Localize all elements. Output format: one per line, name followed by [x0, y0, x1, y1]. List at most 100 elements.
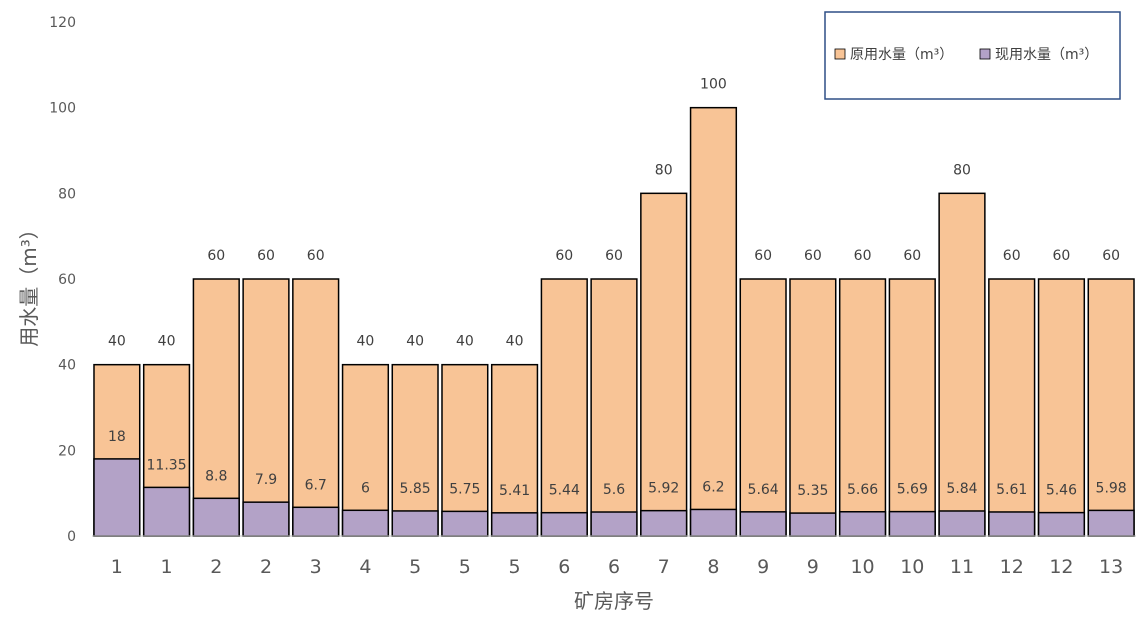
data-label-original: 60 — [555, 248, 573, 264]
bar-original — [292, 278, 340, 537]
bar-current — [988, 511, 1036, 537]
x-tick-label: 7 — [658, 556, 670, 578]
data-label-original: 80 — [953, 162, 971, 178]
bar-original — [391, 363, 439, 537]
legend-label-current: 现用水量（m³） — [995, 47, 1098, 63]
data-label-current: 5.85 — [400, 481, 431, 497]
x-tick-label: 10 — [900, 556, 924, 578]
data-label-original: 40 — [506, 334, 524, 350]
bar-original — [441, 363, 489, 537]
legend-swatch-current — [979, 48, 991, 60]
bar-original — [838, 278, 887, 537]
data-label-current: 5.61 — [996, 482, 1027, 498]
data-label-original: 60 — [854, 248, 872, 264]
data-label-current: 5.75 — [449, 481, 480, 497]
data-label-original: 80 — [655, 162, 673, 178]
legend-swatch-original — [834, 48, 846, 60]
bar-current — [391, 510, 439, 537]
data-labels: 40 18 40 11.35 60 8.8 60 7.9 60 6.7 40 6 40 5.85 40 5.7… — [108, 77, 1127, 499]
bar-original — [888, 278, 936, 537]
data-label-current: 5.6 — [603, 482, 625, 498]
bar-original — [739, 278, 787, 537]
data-label-current: 11.35 — [147, 457, 187, 473]
y-tick-label: 120 — [49, 15, 76, 31]
bar-original — [341, 363, 390, 537]
y-tick-label: 100 — [49, 101, 76, 117]
data-label-current: 6.7 — [305, 477, 327, 493]
data-label-current: 5.98 — [1096, 480, 1127, 496]
data-label-original: 60 — [1102, 248, 1120, 264]
data-label-current: 8.8 — [205, 468, 227, 484]
data-label-current: 18 — [108, 429, 126, 445]
data-label-current: 5.69 — [897, 482, 928, 498]
x-tick-labels: 1 1 2 2 3 4 5 5 5 6 6 7 8 9 9 10 10 11 12 12 13 — [111, 556, 1123, 578]
x-tick-label: 1 — [111, 556, 123, 578]
legend-label-original: 原用水量（m³） — [850, 47, 953, 63]
bar-original — [1087, 278, 1135, 537]
x-tick-label: 5 — [509, 556, 521, 578]
bar-current — [441, 510, 489, 537]
x-tick-label: 3 — [310, 556, 322, 578]
data-label-original: 60 — [207, 248, 225, 264]
bar-current — [490, 512, 539, 537]
data-label-current: 5.46 — [1046, 483, 1077, 499]
data-label-original: 60 — [1003, 248, 1021, 264]
data-label-original: 60 — [754, 248, 772, 264]
data-label-original: 40 — [357, 334, 375, 350]
data-label-current: 5.92 — [648, 481, 679, 497]
x-tick-label: 9 — [807, 556, 819, 578]
x-tick-label: 6 — [558, 556, 570, 578]
x-tick-label: 11 — [950, 556, 974, 578]
y-tick-labels: 0 20 40 60 80 100 120 — [49, 15, 76, 545]
x-tick-label: 4 — [359, 556, 371, 578]
data-label-current: 7.9 — [255, 472, 277, 488]
data-label-original: 40 — [406, 334, 424, 350]
data-label-current: 5.35 — [797, 483, 828, 499]
bar-current — [739, 511, 787, 537]
y-tick-label: 40 — [58, 358, 76, 374]
bar-current — [142, 486, 191, 537]
data-label-original: 60 — [307, 248, 325, 264]
data-label-current: 6.2 — [702, 479, 724, 495]
bar-current — [938, 510, 986, 537]
data-label-original: 60 — [605, 248, 623, 264]
x-tick-label: 5 — [409, 556, 421, 578]
bar-current — [789, 512, 837, 537]
data-label-original: 60 — [903, 248, 921, 264]
bars-group — [93, 106, 1135, 537]
bar-current — [590, 511, 638, 537]
bar-current — [292, 506, 340, 537]
legend-box — [824, 11, 1121, 100]
y-tick-label: 0 — [67, 529, 76, 545]
x-tick-label: 8 — [707, 556, 719, 578]
bar-current — [640, 509, 688, 537]
data-label-original: 100 — [700, 77, 727, 93]
bar-original — [1037, 278, 1086, 537]
bar-original — [689, 106, 738, 537]
bar-original — [590, 278, 638, 537]
data-label-original: 60 — [1053, 248, 1071, 264]
bar-current — [93, 458, 141, 537]
x-tick-label: 12 — [1000, 556, 1024, 578]
x-tick-label: 5 — [459, 556, 471, 578]
bar-current — [341, 509, 390, 537]
legend: 原用水量（m³） 现用水量（m³） — [824, 11, 1121, 100]
y-tick-label: 60 — [58, 272, 76, 288]
bar-current — [838, 511, 887, 537]
x-tick-label: 6 — [608, 556, 620, 578]
y-tick-label: 20 — [58, 443, 76, 459]
x-tick-label: 12 — [1049, 556, 1073, 578]
data-label-original: 40 — [158, 334, 176, 350]
data-label-original: 40 — [456, 334, 474, 350]
bar-current — [192, 497, 240, 537]
data-label-current: 6 — [361, 480, 370, 496]
y-axis-title: 用水量（m³） — [17, 219, 41, 347]
x-tick-label: 2 — [210, 556, 222, 578]
data-label-original: 60 — [804, 248, 822, 264]
bar-current — [242, 501, 290, 537]
bar-current — [689, 508, 738, 537]
x-tick-label: 10 — [850, 556, 874, 578]
y-tick-label: 80 — [58, 186, 76, 202]
data-label-original: 40 — [108, 334, 126, 350]
